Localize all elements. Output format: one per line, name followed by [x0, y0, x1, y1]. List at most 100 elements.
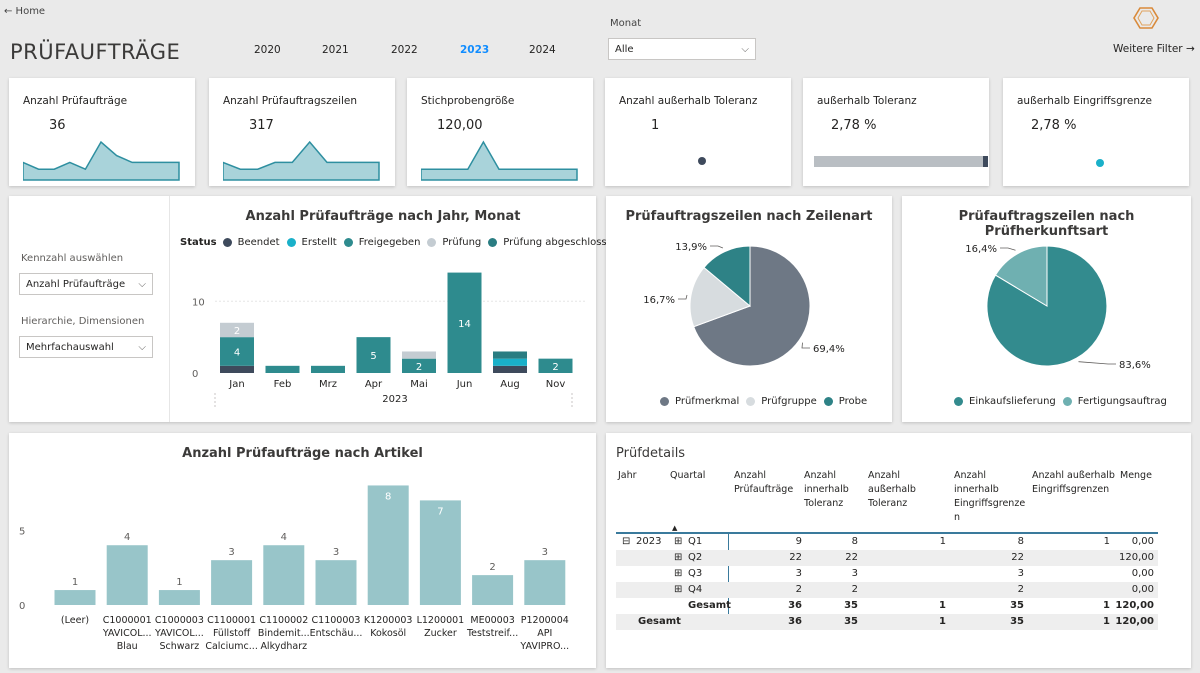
table-cell: 22 [845, 552, 858, 563]
sparkline-area [223, 140, 380, 181]
kpi-dot [698, 157, 706, 165]
legend-label[interactable]: Einkaufslieferung [969, 396, 1056, 407]
pie-leader-line [1078, 361, 1116, 365]
month-dropdown-value: Alle [615, 43, 634, 55]
column-header[interactable]: Jahr [618, 470, 637, 481]
expand-icon[interactable]: ⊞ [674, 552, 683, 563]
subtotal-label: Gesamt [688, 600, 731, 611]
table-cell: 1 [1103, 616, 1110, 627]
legend-label[interactable]: Prüfmerkmal [675, 396, 740, 407]
column-header[interactable]: Anzahl innerhalb Eingriffsgrenze n [954, 470, 1026, 523]
bar-data-label: 4 [234, 347, 240, 358]
legend-label[interactable]: Prüfung abgeschlossen [503, 237, 620, 248]
legend-label[interactable]: Beendet [237, 237, 280, 248]
x-tick-label: Jun [456, 379, 473, 390]
bar-segment-aug [493, 358, 527, 366]
table-row: ⊞ Q3 3 3 3 0,00 [616, 566, 1158, 582]
progress-fill [814, 156, 983, 167]
table-cell: 3 [1017, 568, 1024, 579]
legend-label[interactable]: Prüfung [442, 237, 482, 248]
legend-dot [746, 397, 756, 406]
bar-data-label: 4 [281, 532, 287, 543]
hierarchie-value: Mehrfachauswahl [26, 341, 114, 353]
bar-data-label: 2 [552, 362, 558, 373]
bar-segment-jun [447, 272, 482, 373]
year-2022[interactable]: 2022 [391, 44, 418, 56]
legend-label[interactable]: Prüfgruppe [761, 396, 817, 407]
column-header[interactable]: Quartal [670, 470, 706, 481]
artikel-bar [524, 560, 566, 605]
kpi-card-ausserhalb-eingriffsgrenze: außerhalb Eingriffsgrenze 2,78 % [1003, 78, 1189, 186]
year-2020[interactable]: 2020 [254, 44, 281, 56]
month-dropdown[interactable]: Alle ⌵ [608, 38, 756, 60]
zeilenart-pie-card: Prüfauftragszeilen nach Zeilenart 69,4% 1… [606, 196, 892, 422]
table-cell: 3 [795, 568, 802, 579]
year-2024[interactable]: 2024 [529, 44, 556, 56]
table-cell: 8 [851, 536, 858, 547]
collapse-icon[interactable]: ⊟ [622, 536, 631, 547]
chart-title: Prüfauftragszeilen nach Zeilenart [625, 209, 873, 224]
legend-label[interactable]: Fertigungsauftrag [1077, 396, 1167, 407]
table-cell: 2 [1017, 584, 1024, 595]
bar-segment-aug [493, 351, 527, 359]
table-row: Gesamt 36 35 1 35 1 120,00 [616, 614, 1158, 630]
x-tick-label: Kokosöl [370, 628, 406, 639]
y-tick-label: 5 [19, 526, 25, 537]
x-tick-label: YAVIPRO... [519, 641, 569, 652]
expand-icon[interactable]: ⊞ [674, 584, 683, 595]
artikel-bar [211, 560, 253, 605]
legend-label[interactable]: Erstellt [301, 237, 337, 248]
column-header[interactable]: Anzahl Prüfaufträge [734, 470, 794, 495]
column-header[interactable]: Menge [1120, 470, 1152, 481]
pie-data-label: 16,7% [643, 295, 675, 306]
kpi-card-stichprobe: Stichprobengröße 120,00 [407, 78, 593, 186]
pie-data-label: 69,4% [813, 344, 845, 355]
x-tick-label: ME00003 [470, 615, 514, 626]
page-title: PRÜFAUFTRÄGE [10, 40, 181, 64]
hierarchie-dropdown[interactable]: Mehrfachauswahl ⌵ [19, 336, 153, 358]
table-cell: 36 [788, 600, 802, 611]
quarter-cell: Q2 [688, 552, 703, 563]
pie-leader-line [1000, 247, 1016, 251]
x-tick-label: Aug [500, 379, 520, 390]
hierarchie-label: Hierarchie, Dimensionen [21, 316, 145, 327]
table-cell: 22 [789, 552, 802, 563]
year-2023[interactable]: 2023 [460, 44, 490, 56]
artikel-bar [472, 575, 514, 605]
column-header[interactable]: Anzahl außerhalb Eingriffsgrenzen [1032, 470, 1115, 495]
x-tick-label: K1200003 [364, 615, 413, 626]
kpi-title: Anzahl außerhalb Toleranz [619, 95, 758, 107]
table-cell: 0,00 [1131, 568, 1154, 579]
expand-icon[interactable]: ⊞ [674, 568, 683, 579]
back-home-link[interactable]: ← Home [4, 6, 46, 17]
table-cell: 1 [939, 616, 946, 627]
more-filters-link[interactable]: Weitere Filter → [1113, 43, 1195, 55]
legend-label[interactable]: Probe [838, 396, 868, 407]
bar-segment-mai [402, 351, 436, 359]
kpi-value: 36 [49, 118, 66, 133]
kennzahl-dropdown[interactable]: Anzahl Prüfaufträge ⌵ [19, 273, 153, 295]
pruefdetails-card: Prüfdetails Jahr Quartal Anzahl Prüfaufträg… [606, 433, 1191, 668]
legend-dot [488, 238, 498, 247]
x-tick-label: Feb [274, 379, 292, 390]
artikel-bar-chart: 501(Leer)4C1000001YAVICOL...Blau1C100000… [19, 485, 569, 652]
chevron-down-icon: ⌵ [138, 278, 146, 290]
legend-title: Status [180, 237, 217, 248]
bar-segment-mrz [311, 365, 345, 373]
chart-title: Prüfauftragszeilen nach Prüfherkunftsart [958, 209, 1135, 239]
column-header[interactable]: Anzahl außerhalb Toleranz [868, 470, 916, 509]
table-cell: 9 [795, 536, 802, 547]
year-2021[interactable]: 2021 [322, 44, 349, 56]
table-cell: 35 [1010, 616, 1024, 627]
column-header[interactable]: Anzahl innerhalb Toleranz [804, 470, 849, 509]
table-row: Gesamt 36 35 1 35 1 120,00 [616, 598, 1158, 614]
bar-data-label: 14 [458, 319, 471, 330]
bar-segment-jan [220, 322, 254, 338]
kennzahl-value: Anzahl Prüfaufträge [26, 278, 126, 290]
x-tick-label: API [537, 628, 552, 639]
legend-label[interactable]: Freigegeben [358, 237, 421, 248]
sort-icon[interactable]: ▲ [672, 524, 678, 532]
kpi-value: 2,78 % [1031, 118, 1077, 133]
sparkline-area [421, 140, 578, 181]
expand-icon[interactable]: ⊞ [674, 536, 683, 547]
